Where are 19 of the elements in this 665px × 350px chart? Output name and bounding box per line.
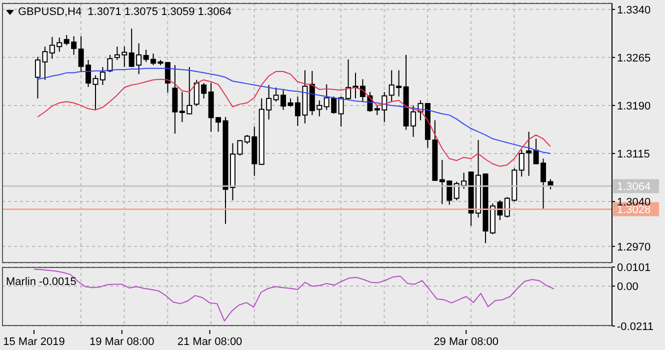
y-tick-label: 1.3265 — [617, 52, 651, 64]
ref-line-label: 1.3064 — [617, 181, 651, 194]
y-tick-label: 1.2970 — [617, 241, 651, 254]
y-tick-label: 1.3190 — [617, 100, 651, 112]
x-tick-label: 29 Mar 08:00 — [434, 336, 499, 348]
y-tick-label: -0.0211 — [617, 320, 654, 333]
y-tick-label: 1.3340 — [617, 4, 651, 16]
candlestick — [107, 54, 113, 73]
text: Marlin -0.0015 — [6, 276, 76, 288]
line-series — [34, 268, 554, 322]
candlestick — [172, 64, 178, 134]
ref-line-label: 1.3028 — [617, 204, 651, 216]
y-tick-label: 0.00 — [617, 281, 638, 294]
x-tick-label: 15 Mar 2019 — [3, 336, 65, 348]
x-tick-label: 19 Mar 08:00 — [89, 336, 154, 348]
chart-title: GBPUSD,H4 1.3071 1.3075 1.3059 1.3064 — [18, 6, 232, 18]
y-tick-label: 0.0101 — [617, 262, 651, 274]
y-tick-label: 1.3115 — [617, 148, 650, 160]
x-tick-label: 21 Mar 08:00 — [177, 336, 242, 348]
